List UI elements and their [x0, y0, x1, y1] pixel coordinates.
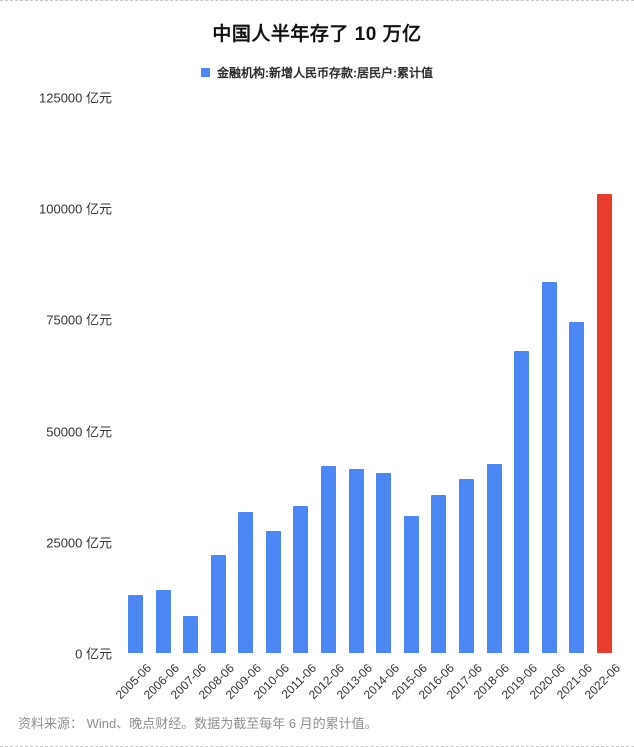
bar-2020-06: [541, 281, 557, 653]
bar-2014-06: [376, 472, 392, 653]
y-tick-label: 0 亿元: [75, 646, 112, 662]
bar-2010-06: [265, 531, 281, 653]
bar-2007-06: [183, 616, 199, 653]
y-axis: 125000 亿元 100000 亿元 75000 亿元 50000 亿元 25000 …: [16, 91, 122, 662]
x-tick-slot: 2011-06: [279, 653, 319, 709]
plot-area: 2005-06 2006-06 2007-06 2008-06 2009-06 2010-…: [113, 97, 623, 713]
x-tick-slot: 2014-06: [361, 653, 402, 709]
bar-2006-06: [155, 589, 171, 653]
x-tick-slot: 2007-06: [168, 653, 209, 709]
source-note: 资料来源： Wind、晚点财经。数据为截至每年 6 月的累计值。: [18, 716, 378, 731]
x-tick-slot: 2005-06: [113, 653, 154, 709]
legend-swatch-icon: [201, 68, 210, 77]
bar-2009-06: [238, 511, 254, 653]
legend: 金融机构:新增人民币存款:居民户:累计值: [16, 64, 618, 81]
x-tick-slot: 2009-06: [223, 653, 264, 709]
chart-title: 中国人半年存了 10 万亿: [212, 24, 422, 45]
bar-2015-06: [403, 516, 419, 653]
x-tick-slot: 2013-06: [333, 653, 374, 709]
x-tick-slot: 2018-06: [471, 653, 512, 709]
y-tick-label: 25000 亿元: [46, 535, 112, 551]
legend-label: 金融机构:新增人民币存款:居民户:累计值: [217, 66, 433, 80]
x-tick-slot: 2022-06: [582, 653, 623, 709]
x-tick-slot: 2015-06: [389, 653, 430, 709]
x-tick-slot: 2008-06: [196, 653, 237, 709]
bar-2011-06: [293, 506, 309, 653]
x-axis: 2005-06 2006-06 2007-06 2008-06 2009-06 2010-…: [113, 653, 623, 709]
y-tick-label: 100000 亿元: [39, 201, 112, 217]
bar-chart: 125000 亿元 100000 亿元 75000 亿元 50000 亿元 25000 …: [16, 91, 623, 713]
bar-2021-06: [569, 321, 585, 653]
bar-2018-06: [486, 463, 502, 653]
bar-2013-06: [348, 469, 364, 653]
bar-2005-06: [128, 595, 143, 653]
bar-2022-06: [596, 193, 612, 653]
x-tick-slot: 2012-06: [306, 653, 347, 709]
x-tick-slot: 2016-06: [416, 653, 457, 709]
bar-2016-06: [431, 494, 447, 653]
bars-row: [122, 97, 618, 653]
x-tick-slot: 2017-06: [444, 653, 485, 709]
x-tick-slot: 2006-06: [140, 653, 181, 709]
x-tick-slot: 2020-06: [527, 653, 568, 709]
x-tick-slot: 2010-06: [251, 653, 292, 709]
bar-2008-06: [210, 555, 226, 653]
y-tick-label: 50000 亿元: [46, 424, 112, 440]
x-tick-slot: 2021-06: [554, 653, 595, 709]
bar-2017-06: [458, 478, 474, 653]
y-tick-label: 75000 亿元: [46, 312, 112, 328]
bar-2012-06: [321, 466, 337, 653]
x-tick-slot: 2019-06: [499, 653, 540, 709]
y-tick-label: 125000 亿元: [39, 90, 112, 106]
bar-2019-06: [514, 350, 530, 653]
